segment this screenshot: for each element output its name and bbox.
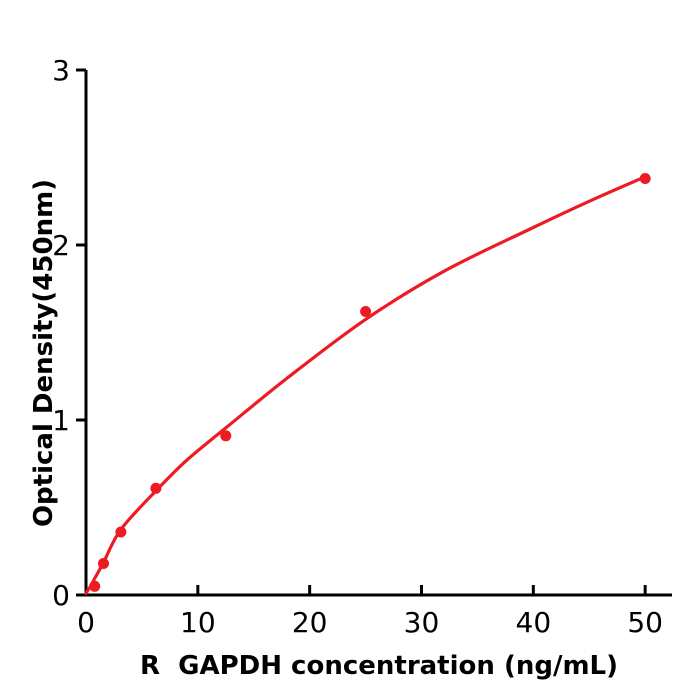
data-point xyxy=(220,430,232,442)
y-axis-title: Optical Density(450nm) xyxy=(29,178,59,528)
x-axis-title: R GAPDH concentration (ng/mL) xyxy=(140,651,618,681)
x-tick-label: 40 xyxy=(516,606,552,639)
data-point xyxy=(115,526,127,538)
x-tick-label: 50 xyxy=(627,606,663,639)
fit-curve xyxy=(84,175,647,595)
axis-spines xyxy=(84,70,672,597)
y-tick-label: 2 xyxy=(52,229,70,262)
y-tick-label: 1 xyxy=(52,404,70,437)
y-tick-label: 3 xyxy=(52,54,70,87)
data-point xyxy=(150,482,162,494)
data-point xyxy=(89,580,101,592)
y-tick-label: 0 xyxy=(52,579,70,612)
x-tick-label: 0 xyxy=(77,606,95,639)
data-point xyxy=(98,558,109,569)
data-point xyxy=(360,306,372,317)
x-tick-label: 10 xyxy=(180,606,216,639)
x-tick-label: 20 xyxy=(292,606,328,639)
x-tick-label: 30 xyxy=(404,606,440,639)
data-point xyxy=(639,173,651,184)
